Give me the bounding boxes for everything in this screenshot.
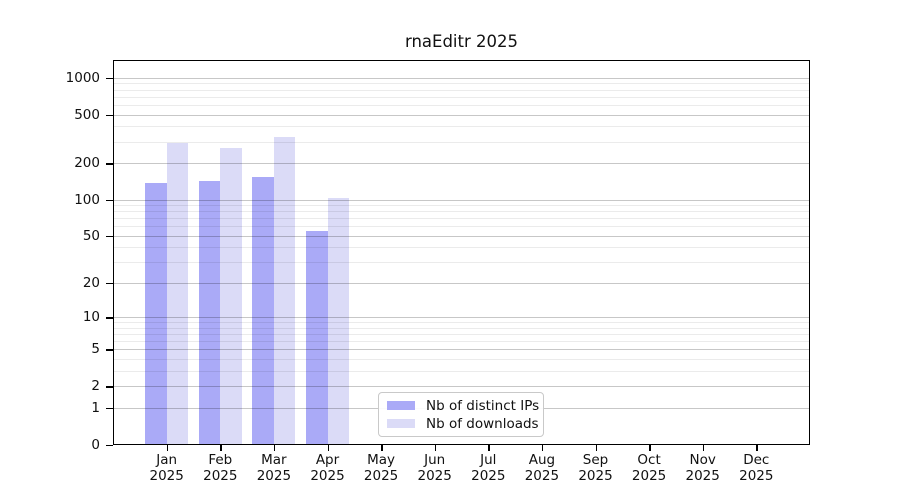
gridline-minor (113, 262, 810, 264)
x-tick-mark (381, 444, 383, 451)
gridline-minor (113, 327, 810, 329)
gridline-major (113, 282, 810, 284)
bar-distinct-ips-mar (252, 177, 274, 445)
y-tick-mark (106, 444, 113, 446)
bar-distinct-ips-apr (306, 230, 328, 445)
gridline-minor (113, 359, 810, 361)
y-tick-label: 20 (82, 274, 100, 291)
gridline-minor (113, 141, 810, 143)
legend-swatch-distinct-ips (387, 401, 415, 410)
gridline-minor (113, 322, 810, 324)
y-tick-label: 200 (74, 155, 100, 172)
y-tick-mark (106, 199, 113, 202)
x-tick-label: Aug 2025 (524, 452, 560, 484)
bar-downloads-mar (273, 137, 296, 445)
x-tick-mark (756, 444, 758, 451)
gridline-major (113, 317, 810, 319)
x-tick-label: Nov 2025 (685, 452, 720, 484)
x-tick-mark (488, 444, 490, 451)
y-tick-mark (106, 407, 113, 410)
gridline-minor (113, 218, 810, 220)
x-tick-mark (166, 444, 169, 451)
x-tick-mark (595, 444, 597, 451)
gridline-major (113, 163, 810, 165)
x-tick-mark (434, 444, 437, 451)
legend: Nb of distinct IPs Nb of downloads (378, 392, 544, 437)
y-tick-mark (106, 349, 113, 351)
y-tick-label: 500 (74, 106, 100, 123)
legend-entry-downloads: Nb of downloads (387, 415, 543, 433)
x-tick-label: May 2025 (363, 452, 399, 484)
y-tick-label: 1 (91, 399, 100, 416)
x-tick-label: Apr 2025 (310, 452, 345, 484)
x-tick-label: Jan 2025 (149, 452, 184, 484)
gridline-minor (113, 247, 810, 249)
y-tick-mark (106, 282, 113, 285)
y-tick-label: 5 (91, 341, 100, 358)
bar-downloads-feb (220, 148, 242, 445)
gridline-minor (113, 341, 810, 343)
gridline-major (113, 114, 810, 116)
chart-title: rnaEditr 2025 (404, 32, 519, 51)
x-tick-label: Dec 2025 (739, 452, 774, 484)
x-tick-mark (327, 444, 329, 451)
y-tick-mark (106, 317, 113, 319)
x-tick-label: Jul 2025 (471, 452, 506, 484)
bar-downloads-jan (166, 142, 189, 445)
gridline-major (113, 77, 810, 79)
x-tick-mark (649, 444, 651, 451)
gridline-minor (113, 370, 810, 372)
bar-distinct-ips-jan (145, 182, 167, 445)
x-tick-label: Sep 2025 (578, 452, 613, 484)
x-tick-mark (220, 444, 222, 451)
x-tick-label: Feb 2025 (203, 452, 238, 484)
gridline-major (113, 386, 810, 388)
gridline-major (113, 235, 810, 237)
y-tick-label: 10 (82, 309, 100, 326)
y-tick-label: 1000 (65, 69, 100, 86)
x-tick-mark (541, 444, 544, 451)
plot-area (113, 60, 810, 445)
x-tick-label: Oct 2025 (631, 452, 667, 484)
gridline-minor (113, 89, 810, 91)
bar-distinct-ips-feb (198, 181, 221, 445)
gridline-minor (113, 96, 810, 98)
gridline-major (113, 349, 810, 351)
x-tick-mark (702, 444, 705, 451)
y-tick-label: 100 (74, 191, 100, 208)
gridline-major (113, 199, 810, 201)
gridline-minor (113, 205, 810, 207)
y-tick-mark (106, 386, 113, 388)
gridline-minor (113, 126, 810, 128)
x-tick-label: Mar 2025 (256, 452, 292, 484)
gridline-minor (113, 211, 810, 213)
y-tick-mark (106, 114, 113, 117)
y-tick-label: 0 (91, 436, 100, 453)
bar-downloads-apr (327, 197, 349, 445)
legend-swatch-downloads (387, 419, 415, 428)
y-tick-mark (106, 77, 113, 80)
legend-label-downloads: Nb of downloads (426, 415, 539, 432)
x-tick-label: Jun 2025 (417, 452, 452, 484)
gridline-minor (113, 226, 810, 228)
gridline-minor (113, 334, 810, 336)
legend-entry-distinct-ips: Nb of distinct IPs (387, 397, 543, 415)
y-tick-label: 2 (91, 378, 100, 395)
y-tick-label: 50 (82, 227, 100, 244)
x-tick-mark (273, 444, 276, 451)
gridline-minor (113, 104, 810, 106)
legend-label-distinct-ips: Nb of distinct IPs (426, 397, 540, 414)
gridline-minor (113, 83, 810, 85)
y-tick-mark (106, 163, 113, 165)
y-tick-mark (106, 235, 113, 238)
